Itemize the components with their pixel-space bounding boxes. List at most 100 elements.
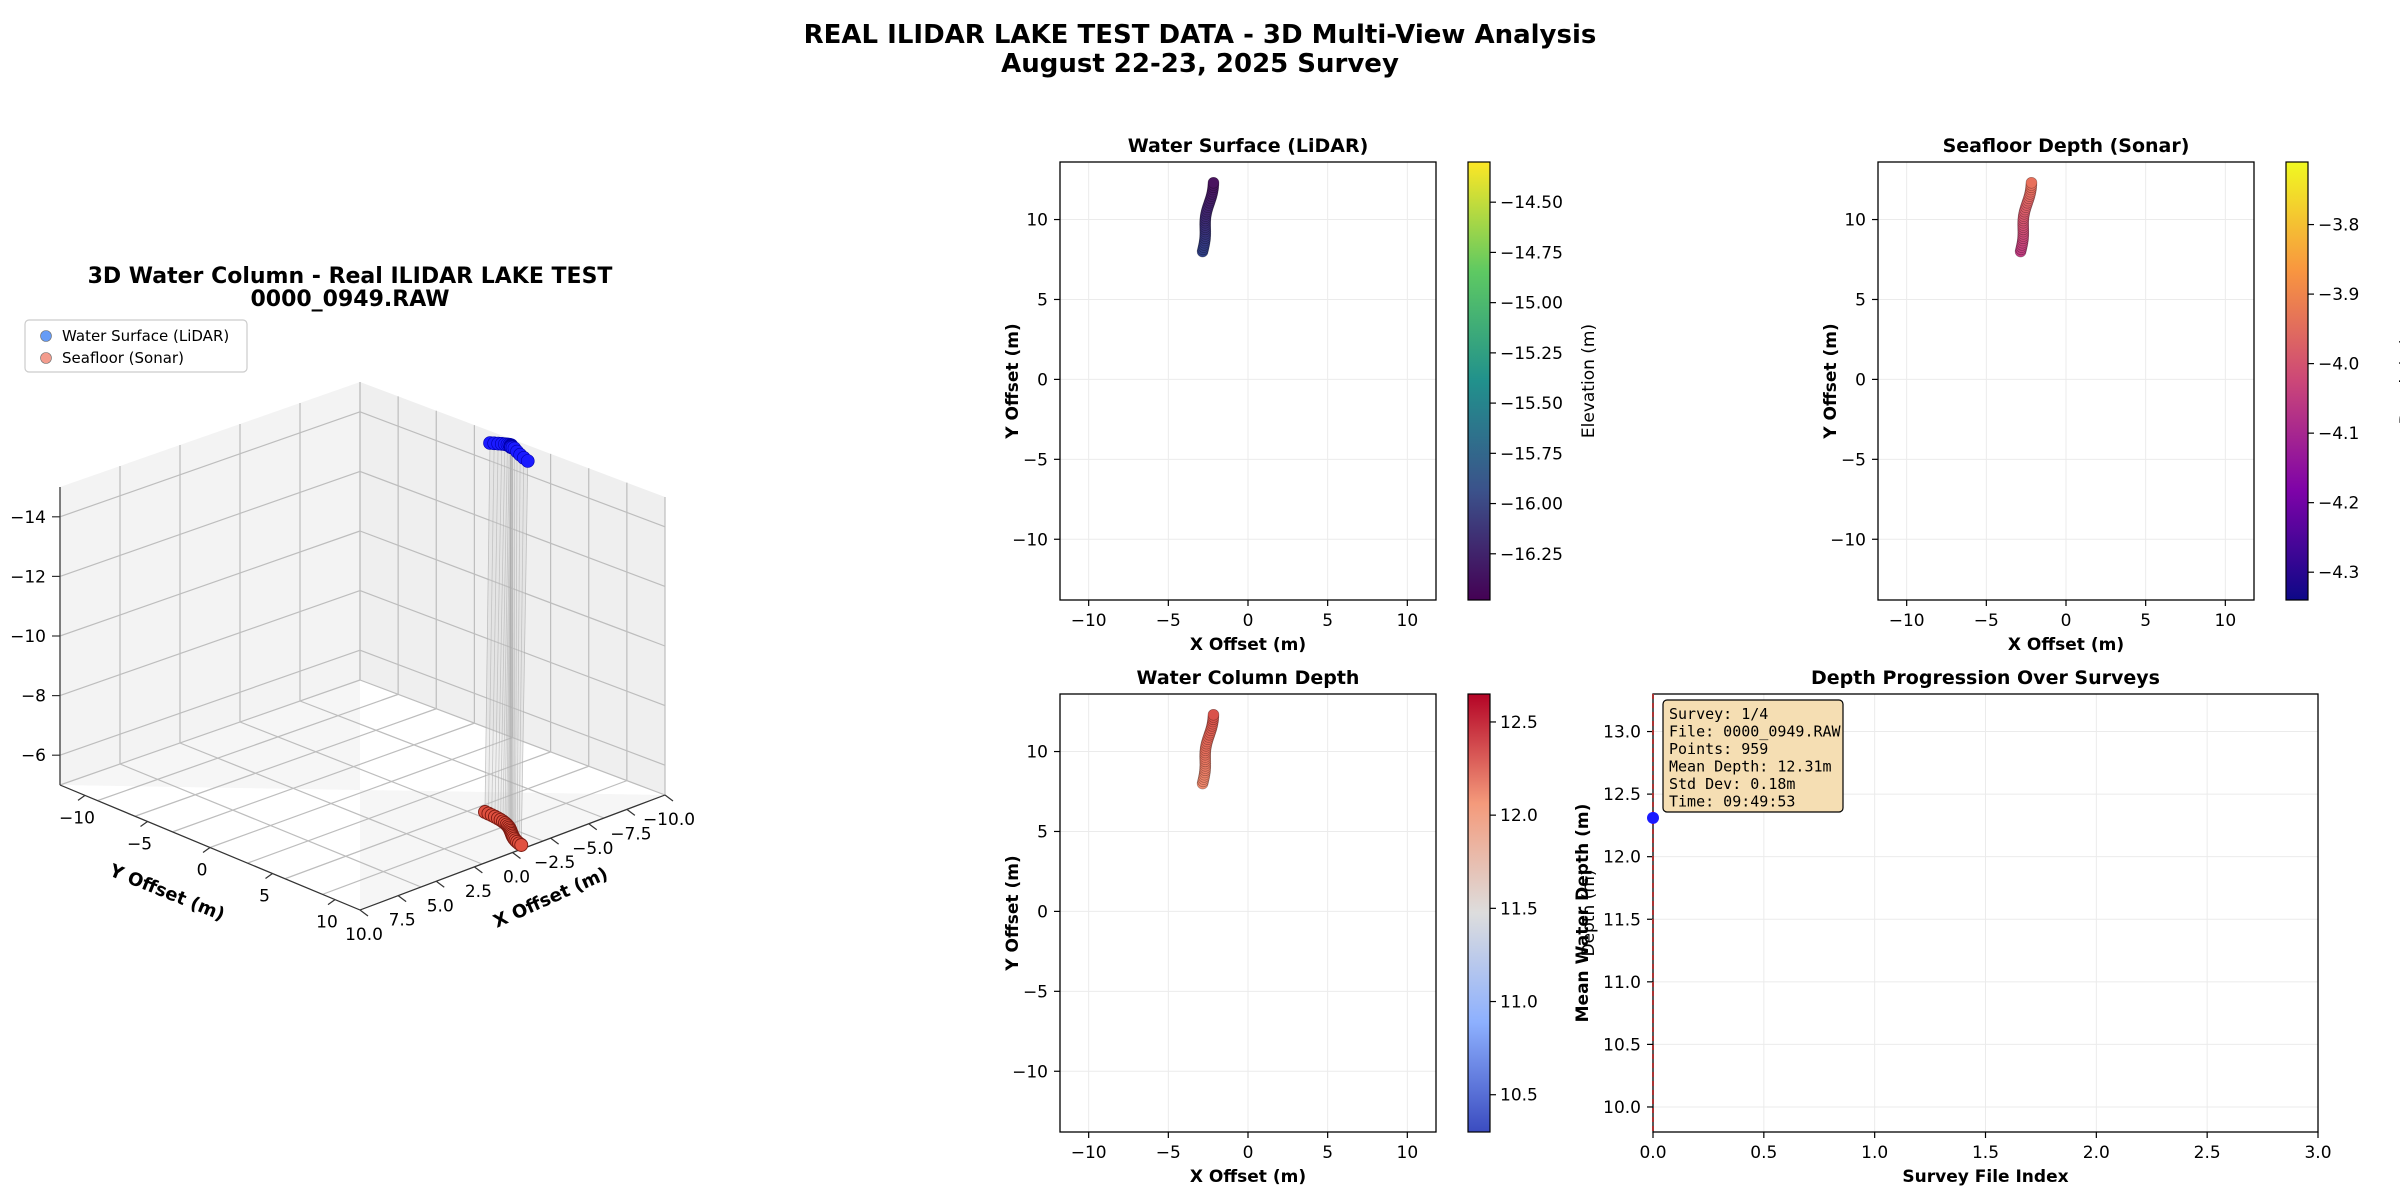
y-tick-mark-2 — [202, 847, 211, 853]
x-tick-label-0: −10 — [1071, 1143, 1107, 1163]
colorbar-tick-label-3: −15.25 — [1500, 344, 1563, 364]
colorbar-tick-label-4: −4.2 — [2318, 494, 2359, 514]
z-grid — [59, 411, 361, 518]
floor-grid — [172, 722, 475, 833]
x-tick-label-0: −10 — [1071, 611, 1107, 631]
x-tick-mark-0 — [664, 794, 674, 802]
data-point — [2025, 176, 2038, 189]
y-tick-label-1: 10.5 — [1603, 1035, 1641, 1055]
data-point — [1207, 708, 1220, 721]
y-tick-mark-0 — [77, 794, 86, 801]
info-box — [1662, 699, 1844, 813]
figure-title-line1: REAL ILIDAR LAKE TEST DATA - 3D Multi-Vi… — [804, 20, 1597, 50]
legend-box — [24, 319, 248, 373]
x-tick-label-1: −5 — [1156, 611, 1181, 631]
x-tick-mark-2 — [588, 823, 598, 831]
colorbar-tick-label-0: 12.5 — [1500, 713, 1538, 733]
y-axis-label: Y Offset (m) — [1821, 323, 1841, 439]
colorbar — [2285, 161, 2309, 601]
y-tick-label-1: −5 — [1841, 450, 1866, 470]
x-tick-mark-7 — [397, 895, 407, 903]
x-tick-label-6: 3.0 — [2304, 1143, 2331, 1163]
colorbar-tick-label-5: −4.3 — [2318, 563, 2359, 583]
x-tick-label-5: 2.5 — [2194, 1143, 2221, 1163]
legend-label-1: Seafloor (Sonar) — [62, 349, 184, 367]
y-tick-label-6: 13.0 — [1603, 723, 1641, 743]
y-tick-mark-4 — [327, 899, 336, 906]
x-tick-label-2: 0 — [1243, 1143, 1254, 1163]
floor-pane — [60, 680, 665, 910]
x-tick-label-3: 1.5 — [1972, 1143, 1999, 1163]
x-tick-label-1: 0.5 — [1750, 1143, 1777, 1163]
x-tick-label-4: 0.0 — [503, 868, 530, 888]
x-tick-label-7: 7.5 — [389, 911, 416, 931]
legend-marker-0 — [40, 330, 52, 342]
water-column-line — [520, 460, 529, 846]
water-column-line — [518, 457, 525, 844]
3d-legend: Water Surface (LiDAR) Seafloor (Sonar) — [24, 319, 248, 373]
x-tick-mark-6 — [435, 880, 445, 888]
x-tick-label-0: −10 — [1889, 611, 1925, 631]
3d-title-line1: 3D Water Column - Real ILIDAR LAKE TEST — [88, 264, 613, 289]
x-tick-label-3: 5 — [1322, 611, 1333, 631]
y-tick-label-2: 0 — [197, 861, 208, 881]
legend-marker-1 — [40, 352, 52, 364]
data-point — [1207, 176, 1220, 189]
z-tick-label-0: −14 — [10, 508, 46, 528]
colorbar-tick-label-0: −3.8 — [2318, 216, 2359, 236]
water-column-line — [512, 447, 514, 838]
y-tick-label-0: −10 — [1830, 530, 1866, 550]
y-tick-label-0: −10 — [1012, 1062, 1048, 1082]
y-tick-label-4: 10 — [1026, 211, 1048, 231]
floor-grid — [209, 736, 513, 849]
x-tick-label-3: 5 — [2140, 611, 2151, 631]
3d-ylabel: Y Offset (m) — [106, 860, 228, 926]
x-tick-label-6: 5.0 — [427, 896, 454, 916]
z-tick-label-2: −10 — [10, 627, 46, 647]
colorbar-tick-label-6: −16.00 — [1500, 495, 1563, 515]
y-axis-label: Y Offset (m) — [1003, 855, 1023, 971]
floor-grid — [299, 700, 605, 819]
legend-label-0: Water Surface (LiDAR) — [62, 327, 229, 345]
colorbar-tick-label-4: 10.5 — [1500, 1086, 1538, 1106]
x-tick-label-1: −5 — [1974, 611, 1999, 631]
y-tick-label-2: 0 — [1037, 370, 1048, 390]
info-box-line-4: Std Dev: 0.18m — [1669, 775, 1795, 793]
colorbar — [1467, 161, 1491, 601]
y-tick-label-1: −5 — [1023, 450, 1048, 470]
z-tick-label-4: −6 — [21, 746, 46, 766]
z-grid — [59, 649, 361, 756]
y-tick-label-4: 10 — [1844, 211, 1866, 231]
floor-grid — [119, 763, 422, 888]
colorbar-tick-label-3: −4.1 — [2318, 424, 2359, 444]
colorbar-label: Depth (m) — [2397, 337, 2400, 424]
x-tick-mark-8 — [359, 909, 369, 917]
data-point — [1647, 811, 1659, 824]
plot-frame — [1877, 161, 2255, 601]
water-column-line — [502, 444, 510, 822]
x-tick-label-2: 0 — [2061, 611, 2072, 631]
z-grid — [59, 530, 361, 637]
x-tick-label-2: 1.0 — [1861, 1143, 1888, 1163]
colorbar-tick-label-0: −14.50 — [1500, 193, 1563, 213]
water-column-line — [491, 443, 499, 816]
water-column-line — [515, 451, 518, 841]
x-tick-label-2: −5.0 — [572, 839, 613, 859]
y-tick-label-4: 10 — [1026, 743, 1048, 763]
seafloor-point — [514, 838, 529, 852]
water-column-line — [510, 446, 513, 835]
colorbar-tick-label-2: −4.0 — [2318, 355, 2359, 375]
x-tick-label-3: −2.5 — [534, 853, 575, 873]
colorbar-tick-label-3: 11.0 — [1500, 993, 1538, 1013]
x-axis-label: X Offset (m) — [2008, 635, 2124, 655]
x-tick-label-4: 10 — [1397, 1143, 1419, 1163]
floor-grid — [179, 742, 483, 865]
figure-title-line2: August 22-23, 2025 Survey — [1001, 49, 1399, 79]
panel-title: Depth Progression Over Surveys — [1811, 667, 2160, 689]
info-box-line-3: Mean Depth: 12.31m — [1669, 758, 1832, 776]
x-tick-label-1: −5 — [1156, 1143, 1181, 1163]
x-tick-label-0: −10.0 — [643, 810, 695, 830]
y-tick-label-3: 5 — [1037, 290, 1048, 310]
panel-title: Water Surface (LiDAR) — [1128, 135, 1369, 157]
x-tick-mark-3 — [550, 837, 559, 845]
